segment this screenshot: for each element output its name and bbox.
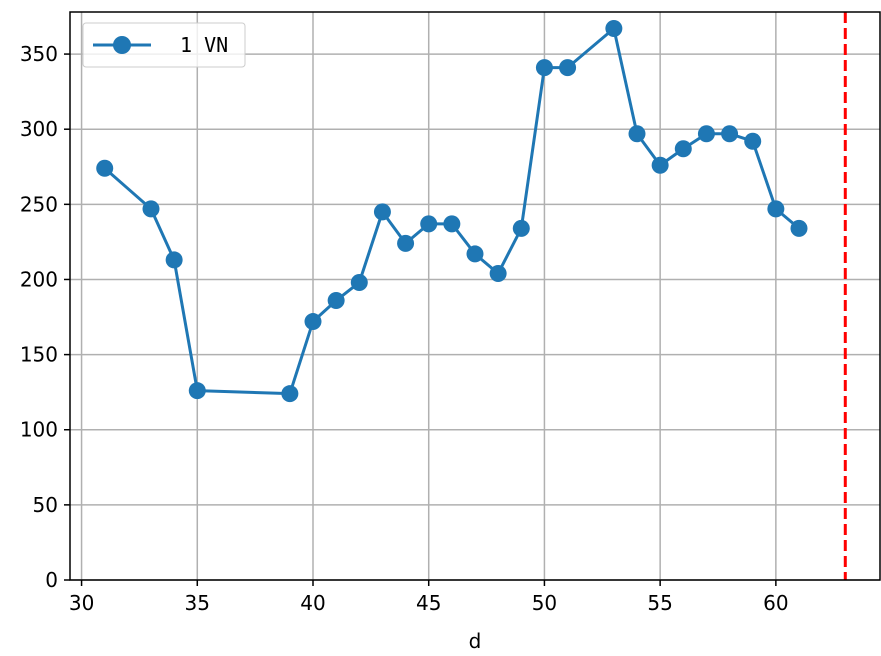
- data-point: [142, 200, 160, 218]
- legend-series-label: 1 VN: [180, 33, 228, 57]
- plot-frame: [69, 11, 881, 581]
- data-point: [489, 264, 507, 282]
- y-tick-label: 150: [20, 343, 58, 367]
- y-tick-label: 350: [20, 42, 58, 66]
- x-tick-label: 45: [416, 591, 441, 615]
- data-point: [559, 59, 577, 77]
- data-point: [721, 125, 739, 143]
- data-point: [535, 59, 553, 77]
- series-group: [96, 20, 808, 403]
- data-point: [165, 251, 183, 269]
- data-point: [651, 156, 669, 174]
- data-point: [605, 20, 623, 38]
- x-tick-label: 55: [647, 591, 672, 615]
- y-tick-label: 100: [20, 418, 58, 442]
- x-axis-ticks: 30 35 40 45 50 55 60: [69, 580, 789, 615]
- y-tick-label: 300: [20, 117, 58, 141]
- data-point: [790, 219, 808, 237]
- data-point: [373, 203, 391, 221]
- y-axis-ticks: 0 50 100 150 200 250 300 350: [20, 42, 70, 592]
- legend-series-marker: [113, 36, 131, 54]
- x-tick-label: 40: [300, 591, 325, 615]
- data-point: [397, 234, 415, 252]
- x-tick-label: 30: [69, 591, 94, 615]
- data-point: [350, 273, 368, 291]
- data-point: [697, 125, 715, 143]
- data-point: [304, 313, 322, 331]
- y-tick-label: 200: [20, 267, 58, 291]
- grid-lines: [70, 12, 880, 581]
- data-point: [744, 132, 762, 150]
- x-tick-label: 35: [185, 591, 210, 615]
- data-point: [188, 382, 206, 400]
- data-point: [628, 125, 646, 143]
- y-tick-label: 50: [33, 493, 58, 517]
- x-tick-label: 60: [763, 591, 788, 615]
- data-point: [281, 385, 299, 403]
- data-point: [96, 159, 114, 177]
- data-point: [767, 200, 785, 218]
- data-point: [420, 215, 438, 233]
- x-axis-label: d: [469, 629, 482, 653]
- legend-box: [82, 22, 246, 68]
- data-point: [443, 215, 461, 233]
- data-point: [466, 245, 484, 263]
- data-point: [327, 292, 345, 310]
- y-tick-label: 0: [45, 568, 58, 592]
- x-tick-label: 50: [532, 591, 557, 615]
- data-point: [512, 219, 530, 237]
- data-point: [674, 140, 692, 158]
- legend: 1 VN: [82, 22, 246, 68]
- y-tick-label: 250: [20, 192, 58, 216]
